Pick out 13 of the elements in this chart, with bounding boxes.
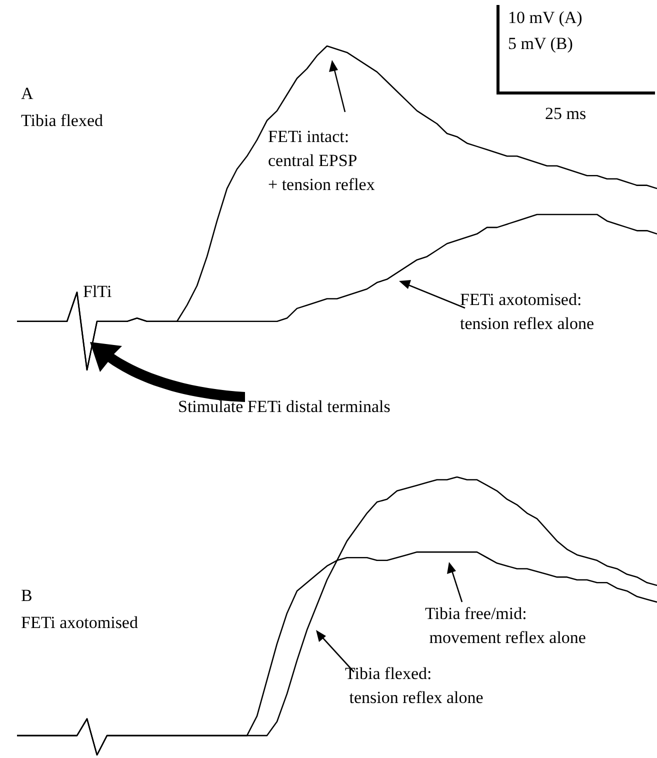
- annotation: FETi intact: central EPSP + tension reflex: [268, 126, 375, 196]
- text: 10 mV (A): [508, 7, 582, 29]
- annotation: Tibia flexed: tension reflex alone: [345, 663, 484, 709]
- annotation: Tibia free/mid: movement reflex alone: [425, 603, 586, 649]
- text: FETi axotomised: [21, 613, 138, 632]
- text: B: [21, 586, 32, 605]
- text: A: [21, 84, 34, 103]
- annotation: FlTi: [83, 281, 112, 303]
- annotation: 5 mV (B): [508, 33, 573, 55]
- annotation: 25 ms: [545, 103, 586, 125]
- text: Stimulate FETi distal terminals: [178, 396, 390, 418]
- text: Tibia flexed: [21, 111, 104, 130]
- annotation: FETi axotomised: tension reflex alone: [460, 289, 594, 335]
